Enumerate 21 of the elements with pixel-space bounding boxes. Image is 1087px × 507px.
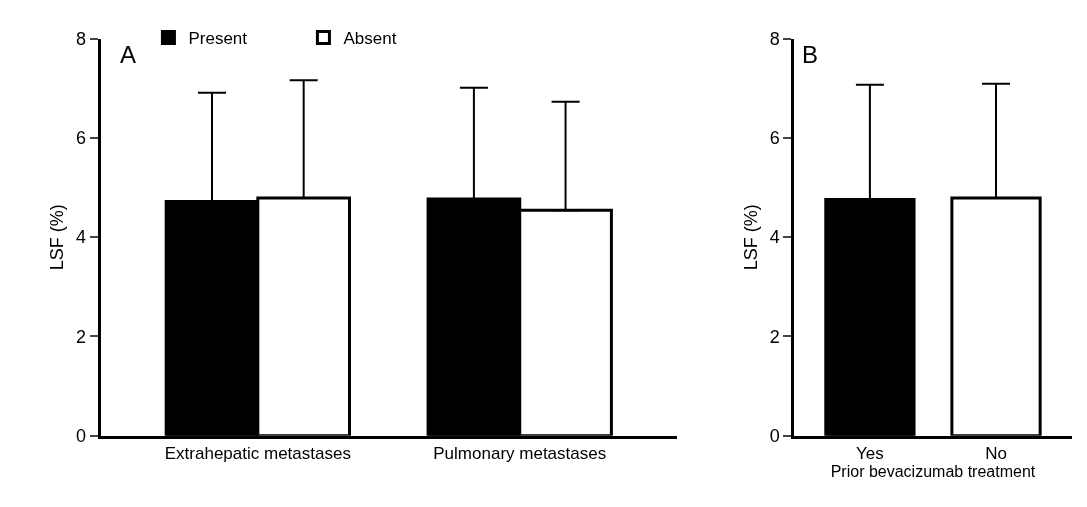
y-axis-title: LSF (%) xyxy=(47,204,68,271)
y-tick-label: 8 xyxy=(76,28,87,49)
y-tick-label: 8 xyxy=(769,28,780,49)
y-tick-label: 2 xyxy=(769,326,780,347)
x-tick-label: Extrahepatic metastases xyxy=(164,444,351,464)
y-tick-label: 4 xyxy=(76,227,87,248)
y-tick-label: 0 xyxy=(76,425,87,446)
y-tick-label: 6 xyxy=(769,128,780,149)
y-tick-label: 4 xyxy=(769,227,780,248)
y-tick-label: 0 xyxy=(769,425,780,446)
chart-title: B xyxy=(802,41,819,68)
y-axis-title: LSF (%) xyxy=(740,204,761,271)
legend-label: Absent xyxy=(343,29,397,49)
x-tick-label: Yes xyxy=(856,444,884,464)
x-tick-label: No xyxy=(985,444,1007,464)
chart-title: A xyxy=(120,41,137,68)
x-axis-title: Prior bevacizumab treatment xyxy=(830,463,1036,481)
y-tick-label: 6 xyxy=(76,128,87,149)
legend-label: Present xyxy=(188,29,248,49)
y-tick-label: 2 xyxy=(76,326,87,347)
x-tick-label: Pulmonary metastases xyxy=(433,444,607,464)
